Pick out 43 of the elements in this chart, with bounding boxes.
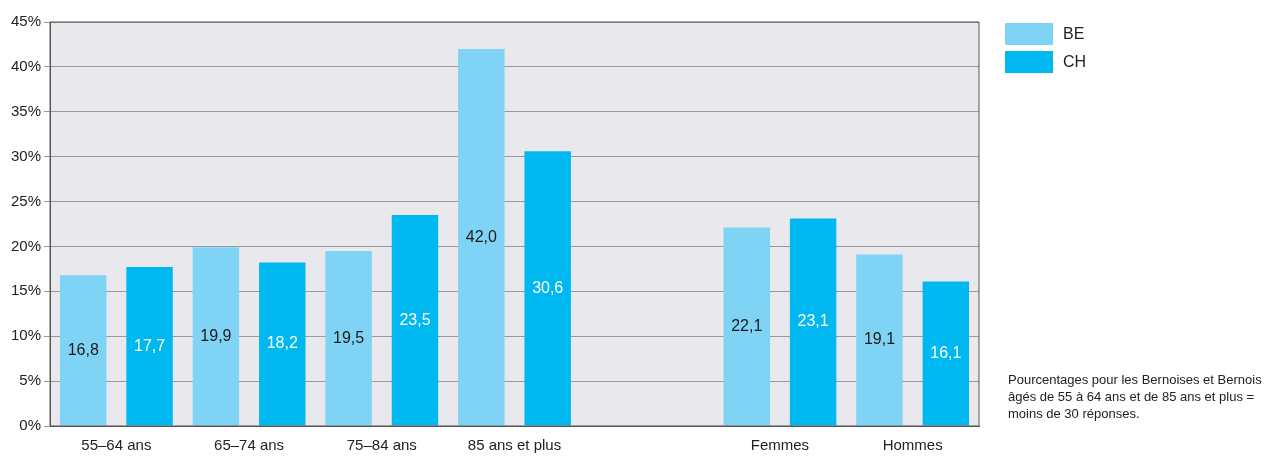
bar [922, 281, 970, 426]
bar [723, 227, 770, 426]
y-tick-label: 25% [10, 191, 42, 209]
y-tick-label: 45% [10, 12, 42, 30]
data-label: 16,8 [67, 340, 99, 358]
x-tick-label: 55–64 ans [81, 436, 152, 454]
bar [789, 218, 837, 426]
x-tick-label: Hommes [882, 436, 943, 454]
data-label: 18,2 [266, 334, 298, 352]
y-tick-label: 15% [10, 281, 42, 299]
data-label: 22,1 [731, 316, 763, 334]
x-tick-label: Femmes [750, 436, 810, 454]
x-tick-label: 65–74 ans [214, 436, 285, 454]
bar [126, 267, 173, 426]
data-label: 23,1 [797, 312, 829, 330]
x-tick-label: 85 ans et plus [467, 436, 562, 454]
bar [192, 247, 240, 426]
data-label: 19,5 [333, 328, 365, 346]
data-label: 19,1 [863, 330, 896, 348]
y-tick-label: 35% [10, 101, 42, 119]
bar [391, 215, 439, 426]
bar [458, 48, 505, 426]
x-tick-label: 75–84 ans [346, 436, 417, 454]
y-tick-label: 20% [10, 236, 42, 254]
data-label: 42,0 [465, 227, 498, 245]
bar [59, 275, 107, 426]
data-label: 30,6 [532, 278, 564, 296]
legend-label: BE [1063, 25, 1085, 43]
bar [259, 262, 306, 426]
y-tick-label: 5% [19, 371, 42, 389]
y-tick-label: 10% [10, 326, 42, 344]
y-tick-label: 40% [10, 57, 42, 75]
text: Pourcentages pour les Bernoises et Bernois âgés de 55 à 64 ans et de 85 ans et plus = moins de 30 réponses. [1008, 371, 1263, 422]
data-label: 19,9 [200, 326, 232, 344]
data-label: 16,1 [930, 343, 962, 361]
data-label: 17,7 [133, 336, 166, 354]
bar [524, 151, 571, 426]
bar [325, 250, 372, 426]
y-tick-label: 0% [19, 416, 42, 434]
data-label: 23,5 [399, 310, 431, 328]
legend-label: CH [1063, 53, 1087, 71]
y-tick-label: 30% [10, 146, 42, 164]
bar [856, 254, 903, 426]
